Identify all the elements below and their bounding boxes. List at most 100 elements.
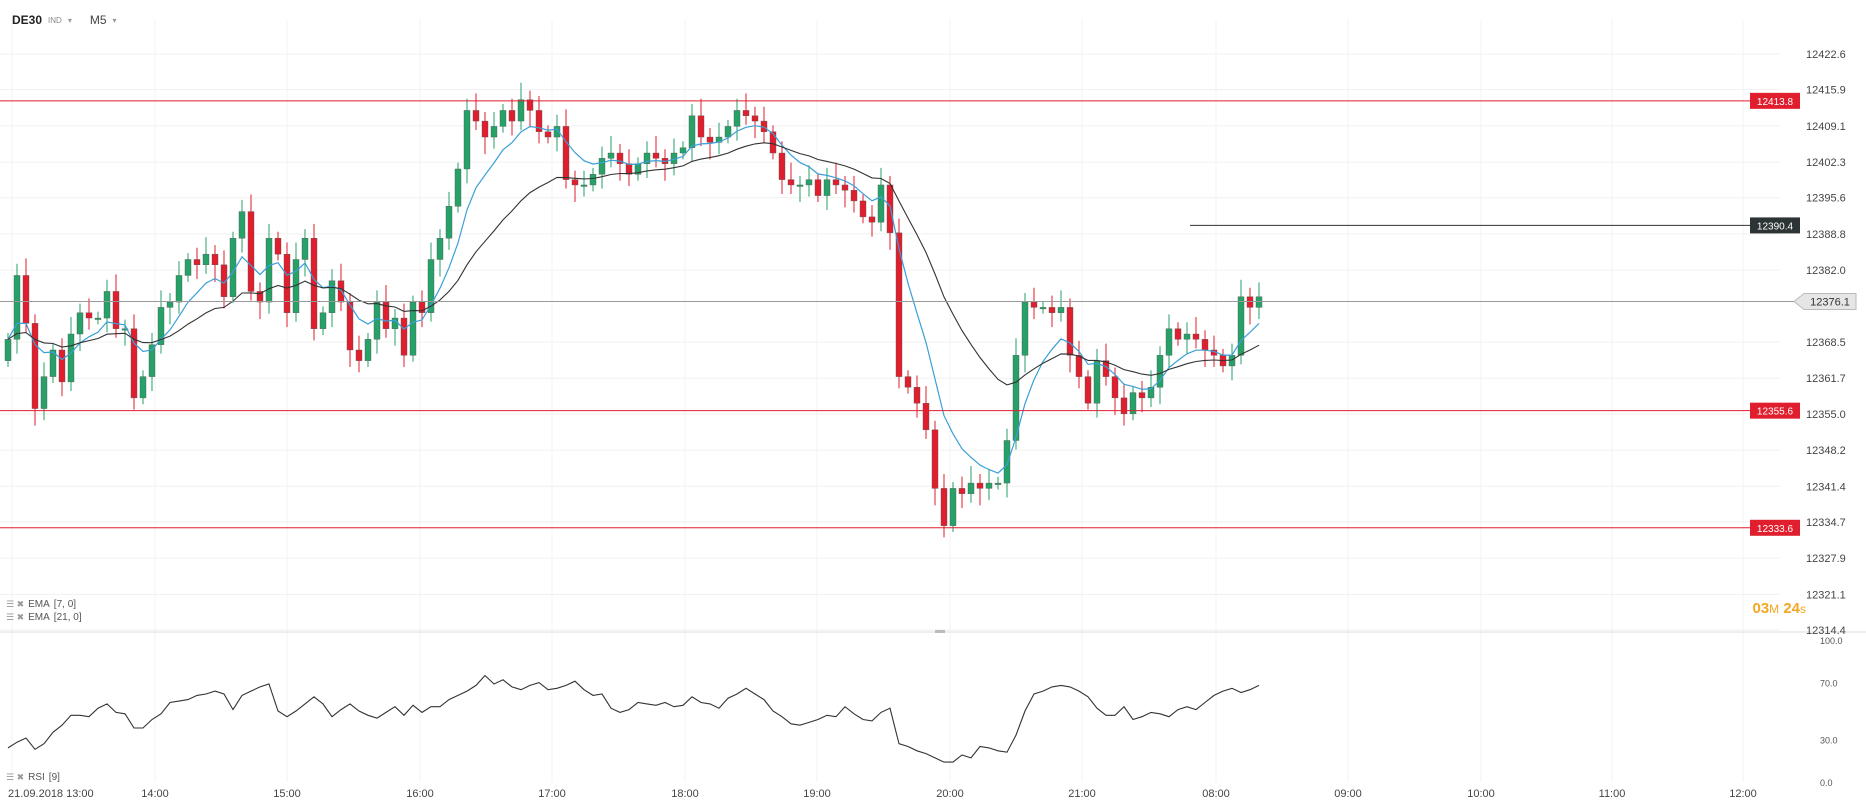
candle-body bbox=[508, 110, 516, 122]
indicator-settings-icon[interactable]: ☰ ✖ bbox=[6, 599, 25, 609]
y-tick-label: 12382.0 bbox=[1806, 265, 1846, 277]
candle bbox=[1246, 287, 1254, 325]
y-axis-labels: 12422.6 12415.9 12409.1 12402.3 12395.6 12388… bbox=[1806, 49, 1846, 637]
y-tick-label: 12334.7 bbox=[1806, 517, 1846, 529]
candle bbox=[58, 338, 66, 397]
candle bbox=[238, 199, 246, 253]
y-tick-label: 12368.5 bbox=[1806, 337, 1846, 349]
candle-body bbox=[832, 179, 840, 186]
x-tick-label: 21:00 bbox=[1068, 788, 1096, 800]
current-price-tag-bg bbox=[1793, 293, 1857, 311]
candle-body bbox=[490, 126, 498, 138]
candle bbox=[355, 335, 363, 373]
candle bbox=[769, 125, 777, 160]
rsi-y-tick-label: 30.0 bbox=[1820, 735, 1838, 745]
candle bbox=[1255, 282, 1263, 320]
candle bbox=[940, 474, 948, 538]
indicator-settings-icon[interactable]: ☰ ✖ bbox=[6, 772, 25, 782]
level-tag-text: 12390.4 bbox=[1757, 221, 1794, 232]
candle-body bbox=[1255, 296, 1263, 308]
rsi-y-tick-label: 100.0 bbox=[1820, 636, 1843, 646]
candle-body bbox=[976, 482, 984, 489]
candles bbox=[4, 82, 1263, 538]
candle bbox=[931, 420, 939, 506]
candle bbox=[193, 247, 201, 280]
candle-body bbox=[193, 259, 201, 266]
pane-resize-handle[interactable] bbox=[935, 630, 945, 633]
x-tick-label: 20:00 bbox=[936, 788, 964, 800]
current-price-tag-text: 12376.1 bbox=[1810, 297, 1850, 309]
level-price-tag: 12413.8 bbox=[1750, 92, 1800, 109]
candle bbox=[409, 295, 417, 362]
candle-body bbox=[265, 237, 273, 303]
candle bbox=[751, 106, 759, 139]
candle-body bbox=[67, 333, 75, 383]
level-tag-text: 12355.6 bbox=[1757, 407, 1794, 418]
candle-body bbox=[4, 339, 12, 361]
candle bbox=[184, 253, 192, 282]
candle-body bbox=[1111, 376, 1119, 399]
candle bbox=[616, 143, 624, 181]
candle-body bbox=[355, 349, 363, 361]
x-tick-label: 15:00 bbox=[273, 788, 301, 800]
candle bbox=[1057, 290, 1065, 322]
legend-rsi[interactable]: ☰ ✖ RSI [9] bbox=[6, 772, 60, 783]
candle bbox=[337, 263, 345, 312]
symbol-label[interactable]: DE30 bbox=[12, 13, 43, 27]
y-tick-label: 12321.1 bbox=[1806, 589, 1846, 601]
legend-ema21[interactable]: ☰ ✖ EMA [21, 0] bbox=[6, 612, 82, 623]
candle-body bbox=[454, 168, 462, 207]
candle bbox=[22, 258, 30, 333]
candle-body bbox=[382, 301, 390, 329]
level-tag-text: 12413.8 bbox=[1757, 97, 1794, 108]
x-tick-label: 19:00 bbox=[803, 788, 831, 800]
candle-body bbox=[850, 190, 858, 202]
candle bbox=[544, 125, 552, 144]
candle bbox=[922, 386, 930, 439]
timeframe-dropdown-caret-icon[interactable]: ▾ bbox=[112, 15, 117, 25]
indicator-settings-icon[interactable]: ☰ ✖ bbox=[6, 612, 25, 622]
candle bbox=[31, 314, 39, 426]
rsi-y-tick-label: 0.0 bbox=[1820, 778, 1833, 788]
candle bbox=[994, 476, 1002, 490]
symbol-dropdown-caret-icon[interactable]: ▾ bbox=[67, 15, 72, 25]
candle-body bbox=[877, 184, 885, 223]
candle bbox=[652, 135, 660, 168]
candle bbox=[1093, 348, 1101, 418]
candle-body bbox=[931, 429, 939, 489]
candle-body bbox=[175, 275, 183, 303]
candle bbox=[1048, 295, 1056, 328]
candle-body bbox=[283, 253, 291, 313]
candle-body bbox=[1138, 392, 1146, 399]
candle bbox=[436, 229, 444, 277]
candle-body bbox=[724, 126, 732, 138]
candle bbox=[445, 191, 453, 250]
y-tick-label: 12422.6 bbox=[1806, 49, 1846, 61]
candle bbox=[283, 242, 291, 328]
x-tick-label: 12:00 bbox=[1729, 788, 1757, 800]
candle-body bbox=[886, 184, 894, 234]
timeframe-label[interactable]: M5 bbox=[89, 13, 107, 27]
candle bbox=[562, 109, 570, 189]
candle bbox=[571, 170, 579, 202]
candle-body bbox=[805, 179, 813, 186]
rsi-line bbox=[7, 674, 1260, 763]
legend-ema7[interactable]: ☰ ✖ EMA [7, 0] bbox=[6, 599, 76, 610]
candle-body bbox=[1129, 392, 1137, 415]
candle-body bbox=[895, 232, 903, 377]
candle bbox=[661, 149, 669, 181]
y-tick-label: 12314.4 bbox=[1806, 625, 1846, 637]
candle-body bbox=[598, 158, 606, 175]
candle bbox=[1192, 316, 1200, 349]
candle-body bbox=[841, 184, 849, 191]
candle bbox=[49, 343, 57, 383]
candle-body bbox=[1246, 296, 1254, 308]
candle bbox=[589, 167, 597, 192]
candle-body bbox=[868, 216, 876, 223]
x-tick-label: 11:00 bbox=[1599, 788, 1626, 800]
candle bbox=[688, 104, 696, 163]
candle-body bbox=[472, 110, 480, 122]
x-tick-label: 17:00 bbox=[538, 788, 566, 800]
candle bbox=[1237, 279, 1245, 365]
